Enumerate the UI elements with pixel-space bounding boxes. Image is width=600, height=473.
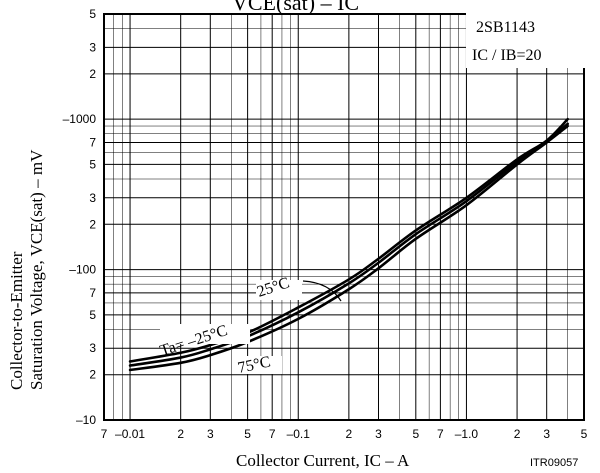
part-number-label: 2SB1143 [476,19,535,36]
x-tick-label: –0.01 [115,427,145,441]
series-line-0 [128,117,569,363]
annotation-ta-25c: Ta= –25°C [158,322,250,360]
x-tick-label: 5 [244,427,251,441]
series-line-1 [128,122,569,367]
plot-frame [103,13,585,421]
y-tick-label: 3 [89,341,96,355]
x-tick-label: 2 [514,427,521,441]
y-tick-label: 3 [89,40,96,54]
y-tick-label: 7 [89,135,96,149]
y-tick-label: 5 [89,157,96,171]
x-tick-label: 5 [581,427,588,441]
x-tick-label: 5 [412,427,419,441]
x-tick-label: –0.1 [287,427,311,441]
annotation-25c-bg [256,280,302,300]
y-tick-labels: –10 2 3 5 7 –100 2 3 5 7 –1000 2 3 5 [63,7,97,427]
annotation-25c-leader [302,280,342,302]
y-axis-label-line1: Collector-to-Emitter [7,251,26,390]
series-line-2 [128,124,569,372]
x-tick-label: 7 [269,427,276,441]
y-tick-label: 7 [89,286,96,300]
figure-code: ITR09057 [530,457,578,469]
annotation-75c: 75°C [236,353,282,377]
y-tick-label: 3 [89,191,96,205]
y-tick-label: 5 [89,308,96,322]
chart-title: VCE(sat) – IC [232,0,359,15]
x-tick-label: 3 [375,427,382,441]
x-tick-label: 2 [177,427,184,441]
condition-label: IC / IB=20 [472,47,541,64]
annotation-75c-bg [238,356,282,374]
y-axis-label: Collector-to-Emitter Saturation Voltage,… [7,149,46,390]
y-tick-label: –10 [76,413,96,427]
x-tick-label: 2 [346,427,353,441]
series-layer [128,117,569,372]
x-tick-label: 7 [101,427,108,441]
x-axis-label: Collector Current, IC – A [236,451,410,470]
x-tick-labels: 7 –0.01 2 3 5 7 –0.1 2 3 5 7 –1.0 2 3 5 [101,427,588,441]
y-tick-label: –1000 [63,112,97,126]
y-tick-label: –100 [69,263,96,277]
x-tick-label: 3 [543,427,550,441]
y-tick-label: 5 [89,7,96,21]
x-tick-label: 7 [437,427,444,441]
x-tick-label: –1.0 [455,427,479,441]
inset-label-bg [466,10,586,68]
y-tick-label: 2 [89,368,96,382]
annotation-ta-25c-bg [160,324,250,344]
y-tick-label: 2 [89,67,96,81]
y-axis-label-line2: Saturation Voltage, VCE(sat) – mV [27,149,46,390]
x-tick-label: 3 [207,427,214,441]
annotation-75c-label: 75°C [236,353,272,377]
y-tick-label: 2 [89,217,96,231]
